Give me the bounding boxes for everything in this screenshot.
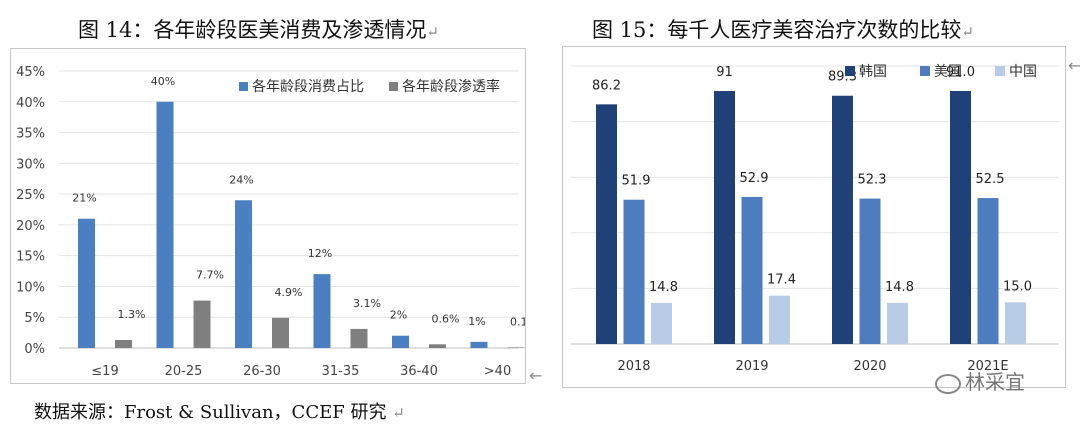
x-tick-label: 31-35 bbox=[322, 364, 360, 379]
y-tick-label: 45% bbox=[16, 65, 45, 80]
legend-label: 中国 bbox=[1009, 64, 1037, 80]
y-tick-label: 25% bbox=[16, 188, 45, 203]
bar-penetration bbox=[115, 339, 132, 348]
bar-share bbox=[156, 101, 174, 349]
y-tick-label: 35% bbox=[16, 127, 45, 142]
frame-return-mark-right: ← bbox=[1068, 56, 1080, 75]
y-tick-label: 0% bbox=[24, 342, 45, 357]
data-label: 14.8 bbox=[649, 280, 678, 295]
y-tick-label: 10% bbox=[16, 280, 45, 295]
data-label: 4.9% bbox=[275, 286, 303, 299]
data-label: 40% bbox=[151, 75, 175, 88]
data-label: 1% bbox=[468, 315, 485, 328]
legend-swatch bbox=[995, 66, 1005, 76]
data-label: 52.9 bbox=[740, 171, 769, 186]
bar-usa bbox=[741, 196, 763, 344]
data-label: 51.9 bbox=[622, 174, 651, 189]
bar-penetration bbox=[193, 300, 211, 348]
x-tick-label: 26-30 bbox=[243, 364, 281, 379]
bar-china bbox=[769, 295, 790, 344]
bar-share bbox=[78, 218, 95, 348]
data-label: 86.2 bbox=[592, 78, 621, 93]
y-tick-label: 40% bbox=[16, 96, 45, 111]
legend-swatch bbox=[389, 82, 398, 91]
x-tick-label: 36-40 bbox=[400, 364, 438, 379]
bar-korea bbox=[714, 91, 735, 344]
x-tick-label: 2018 bbox=[617, 359, 650, 374]
data-label: 52.3 bbox=[858, 173, 887, 188]
bar-share bbox=[313, 274, 331, 348]
y-tick-label: 15% bbox=[16, 250, 45, 265]
chart14-svg: 0% 5% 10% 15% 20% 25% 30% 35% 40% 45% 21% 1.3% ≤19 40… bbox=[16, 65, 525, 379]
watermark: 林采宜 bbox=[935, 366, 1025, 395]
bar-korea bbox=[832, 95, 853, 344]
data-label: 1.3% bbox=[118, 308, 146, 321]
data-label: 7.7% bbox=[196, 269, 224, 282]
legend-label: 各年龄段渗透率 bbox=[402, 78, 500, 95]
y-tick-label: 30% bbox=[16, 157, 45, 172]
legend-swatch bbox=[845, 66, 855, 76]
data-label: 52.5 bbox=[976, 172, 1005, 187]
data-label: 12% bbox=[308, 247, 332, 260]
wechat-icon bbox=[935, 373, 961, 394]
data-label: 0.1% bbox=[510, 315, 525, 328]
data-label: 14.8 bbox=[885, 280, 914, 295]
bar-china bbox=[1005, 302, 1026, 344]
bar-penetration bbox=[507, 347, 525, 348]
x-tick-label: >40 bbox=[484, 364, 511, 379]
y-tick-label: 20% bbox=[16, 219, 45, 234]
bar-share bbox=[470, 341, 488, 348]
data-label: 2% bbox=[390, 309, 407, 322]
data-label: 3.1% bbox=[353, 297, 381, 310]
legend-swatch bbox=[920, 66, 930, 76]
legend-label: 韩国 bbox=[859, 64, 887, 80]
bar-usa bbox=[859, 198, 881, 344]
x-tick-label: ≤19 bbox=[91, 364, 118, 379]
bar-share bbox=[235, 200, 252, 348]
bar-share bbox=[392, 335, 409, 348]
legend-label: 美国 bbox=[934, 64, 962, 80]
chart15-title: 图 15：每千人医疗美容治疗次数的比较↵ bbox=[592, 18, 974, 42]
chart14-title: 图 14：各年龄段医美消费及渗透情况↵ bbox=[78, 18, 439, 42]
data-label: 17.4 bbox=[767, 273, 796, 288]
x-tick-label: 2020 bbox=[853, 359, 886, 374]
data-label: 21% bbox=[72, 192, 96, 205]
data-label: 0.6% bbox=[432, 312, 460, 325]
y-tick-label: 5% bbox=[24, 311, 45, 326]
bar-penetration bbox=[350, 328, 368, 348]
data-label: 15.0 bbox=[1003, 279, 1032, 294]
legend-swatch bbox=[239, 82, 248, 91]
x-tick-label: 2019 bbox=[735, 359, 768, 374]
bar-usa bbox=[977, 198, 999, 344]
bar-korea bbox=[596, 104, 617, 344]
bar-penetration bbox=[429, 344, 446, 348]
bar-china bbox=[887, 302, 908, 344]
chart15-svg: 86.251.914.820189152.917.4201989.352.314… bbox=[571, 64, 1059, 374]
legend-label: 各年龄段消费占比 bbox=[252, 79, 364, 95]
x-tick-label: 2021E bbox=[967, 359, 1008, 374]
data-label: 91.0 bbox=[946, 65, 975, 80]
frame-return-mark: ← bbox=[529, 366, 543, 385]
bar-usa bbox=[623, 199, 645, 344]
bar-china bbox=[651, 302, 672, 344]
chart15-frame: 86.2 51.9 14.8 2018 91 52.9 17.4 2019 89.3 52.3 14… bbox=[562, 46, 1066, 388]
chart14-frame: 0% 5% 10% 15% 20% 25% 30% 35% 40% 45% 21% 1.3% ≤19 40… bbox=[10, 48, 526, 384]
data-label: 91 bbox=[716, 65, 733, 80]
bar-korea bbox=[950, 91, 971, 344]
data-label: 24% bbox=[229, 173, 253, 186]
source-note: 数据来源：Frost & Sullivan，CCEF 研究 ↵ bbox=[34, 402, 405, 423]
x-tick-label: 20-25 bbox=[165, 364, 203, 379]
bar-penetration bbox=[272, 317, 289, 348]
